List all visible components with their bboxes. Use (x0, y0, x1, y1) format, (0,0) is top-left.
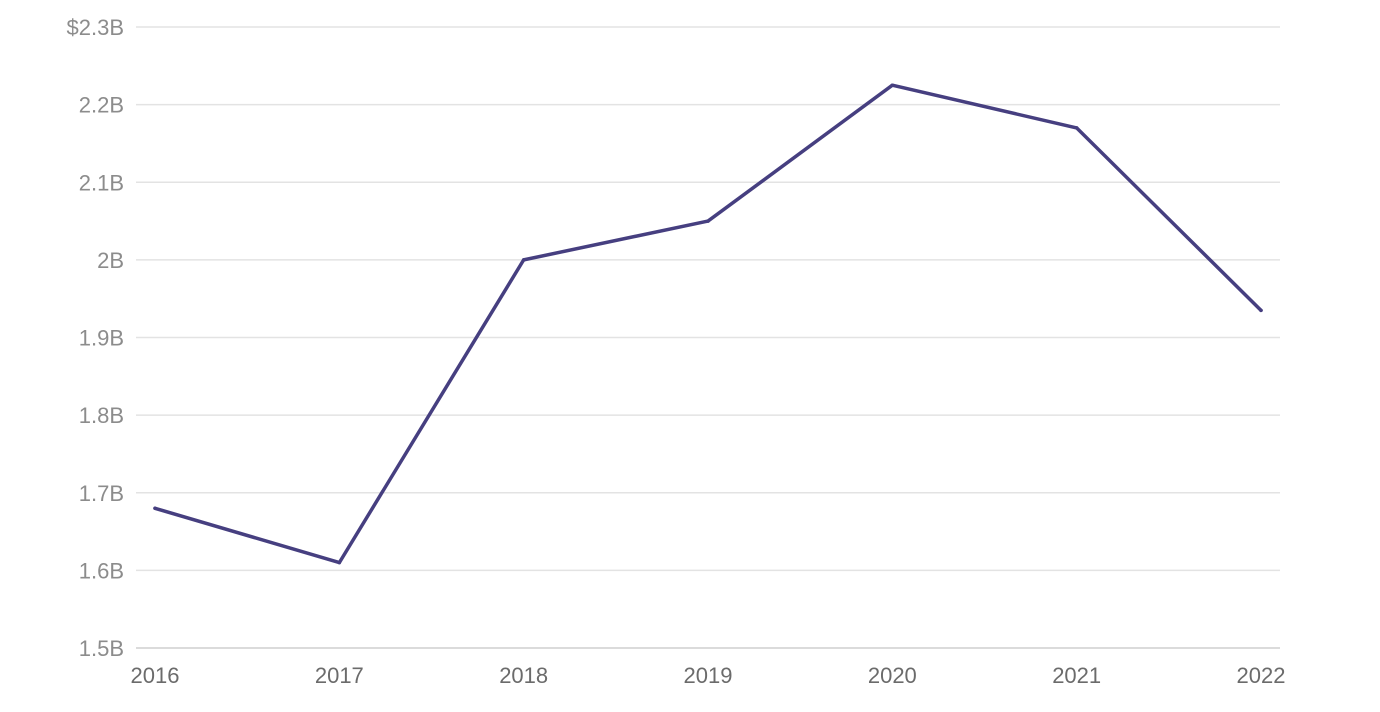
data-point (153, 506, 157, 511)
y-tick-label: 1.9B (79, 326, 124, 351)
x-tick-label: 2018 (499, 663, 548, 688)
series-layer (153, 83, 1263, 565)
data-point (890, 83, 895, 87)
data-point (1259, 308, 1263, 313)
y-tick-label: 2.1B (79, 170, 124, 195)
x-axis-ticks: 2016 2017 2018 2019 2020 2021 2022 (131, 663, 1286, 688)
data-point (706, 219, 710, 223)
y-tick-label: 1.5B (79, 636, 124, 661)
y-tick-label: 2.2B (79, 93, 124, 118)
y-tick-label: 2B (97, 248, 124, 273)
data-point (521, 258, 526, 262)
y-tick-label: 1.6B (79, 558, 124, 583)
y-tick-label: 1.8B (79, 403, 124, 428)
x-tick-label: 2021 (1052, 663, 1101, 688)
x-tick-label: 2019 (684, 663, 733, 688)
y-tick-label: $2.3B (67, 15, 125, 40)
y-axis-ticks: 1.5B 1.6B 1.7B 1.8B 1.9B 2B 2.1B 2.2B $2.3B (67, 15, 125, 661)
data-point (337, 560, 342, 565)
x-tick-label: 2017 (315, 663, 364, 688)
x-tick-label: 2022 (1237, 663, 1286, 688)
series-line (153, 83, 1263, 565)
x-tick-label: 2020 (868, 663, 917, 688)
x-tick-label: 2016 (131, 663, 180, 688)
y-tick-label: 1.7B (79, 481, 124, 506)
gridlines (136, 26, 1280, 649)
data-point (1074, 126, 1079, 130)
